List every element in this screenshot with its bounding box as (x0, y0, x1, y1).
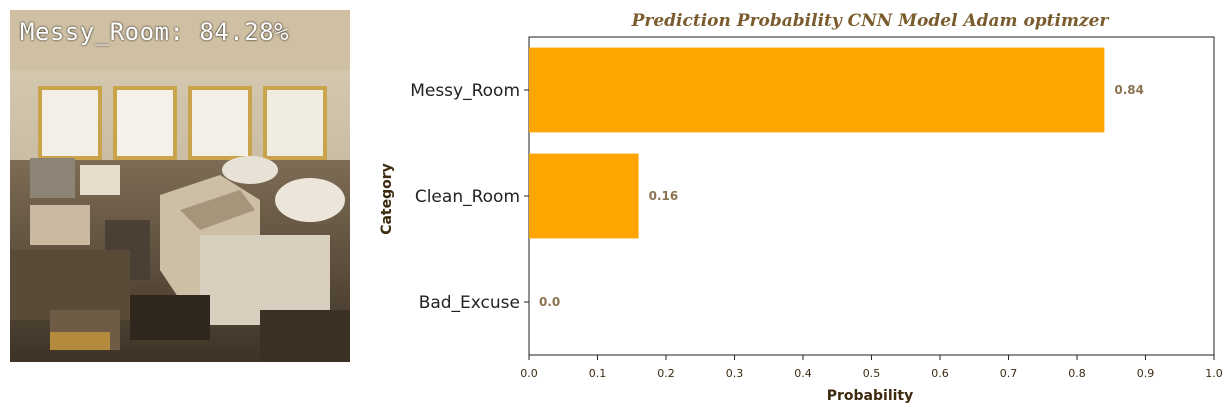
chart-title: Prediction Probability CNN Model Adam op… (631, 11, 1110, 31)
x-tick-label: 0.5 (863, 367, 881, 380)
x-tick-label: 1.0 (1205, 367, 1223, 380)
bar-messy-room (529, 47, 1105, 133)
bar-clean-room (529, 153, 639, 239)
x-tick-label: 0.9 (1137, 367, 1155, 380)
x-tick-label: 0.1 (589, 367, 607, 380)
x-tick-label: 0.4 (794, 367, 812, 380)
value-label: 0.0 (539, 295, 560, 309)
category-label: Bad_Excuse (419, 293, 520, 313)
room-photo: Messy_Room: 84.28% (10, 10, 350, 362)
category-label: Clean_Room (415, 187, 520, 207)
prediction-overlay-label: Messy_Room: 84.28% (20, 18, 290, 46)
y-axis-label: Category (379, 163, 395, 235)
value-label: 0.84 (1114, 83, 1144, 97)
x-axis-label: Probability (827, 388, 914, 404)
x-tick-label: 0.7 (1000, 367, 1018, 380)
x-tick-label: 0.2 (657, 367, 675, 380)
x-tick-label: 0.3 (726, 367, 744, 380)
value-label: 0.16 (649, 189, 679, 203)
room-photo-image (10, 10, 350, 362)
x-tick-label: 0.8 (1068, 367, 1086, 380)
x-tick-label: 0.6 (931, 367, 949, 380)
category-label: Messy_Room (410, 81, 520, 101)
x-tick-label: 0.0 (520, 367, 538, 380)
